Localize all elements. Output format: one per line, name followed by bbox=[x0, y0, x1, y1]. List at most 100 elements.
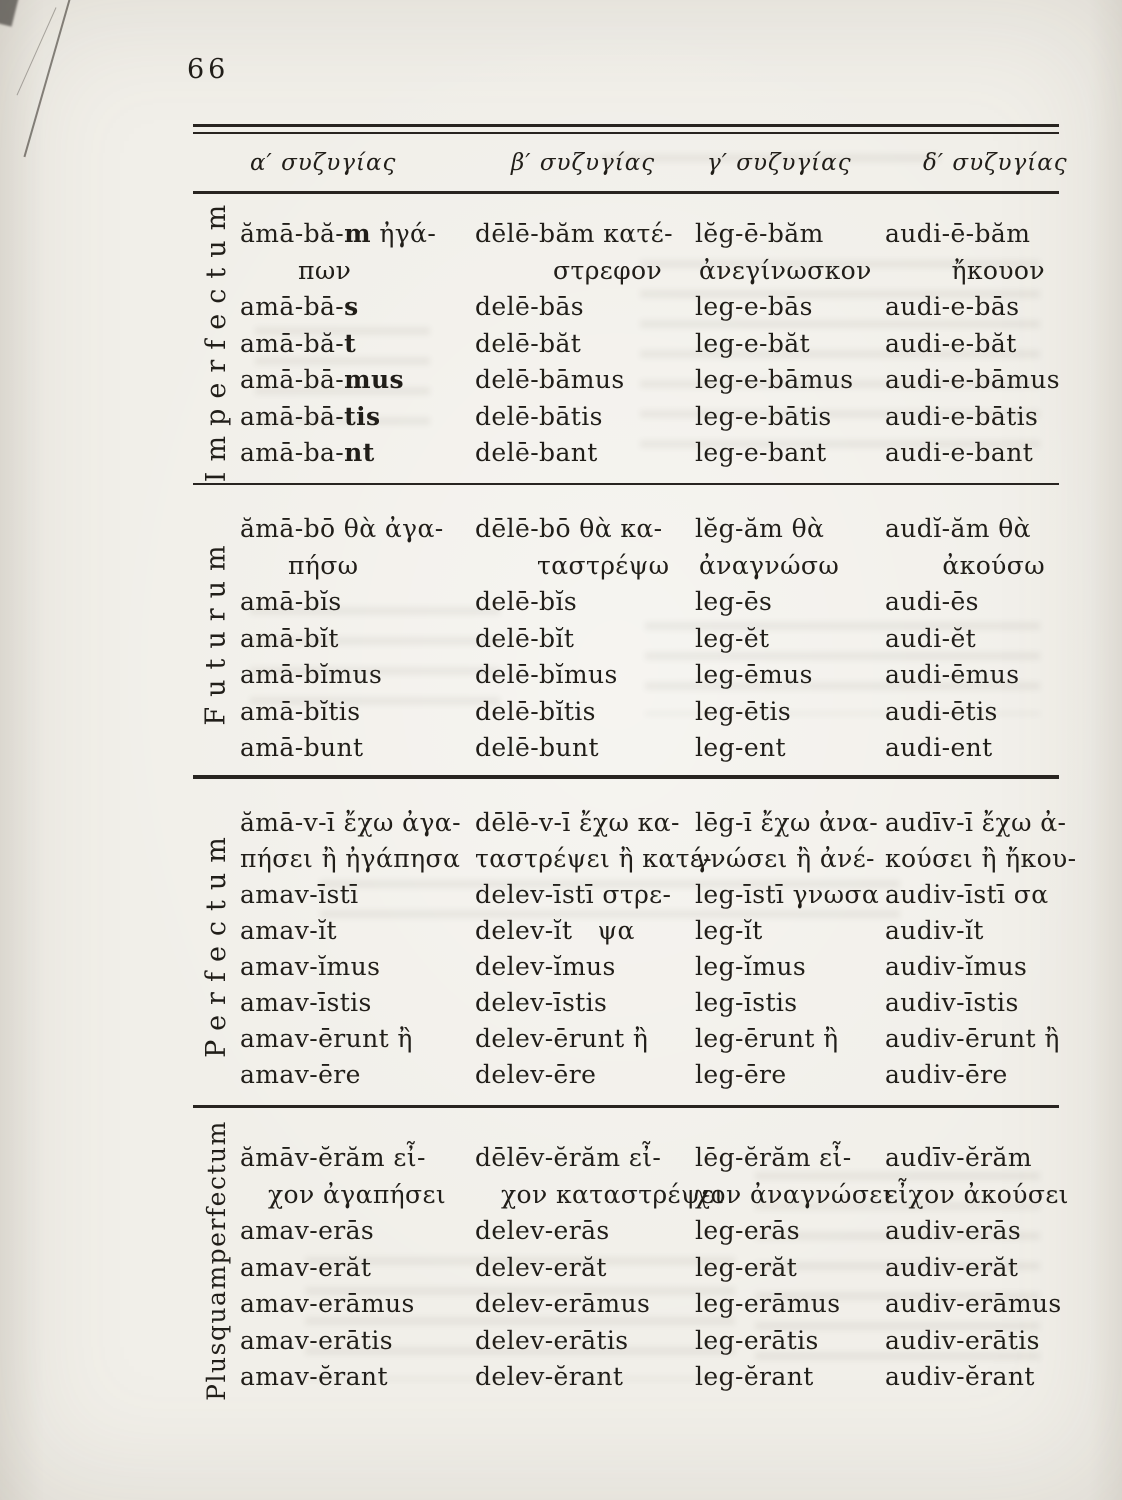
column-header: β′ συζυγίας bbox=[511, 149, 656, 176]
verb-form-line: audi-ēs bbox=[885, 587, 979, 616]
verb-form-line: amav-erāmus bbox=[240, 1289, 415, 1318]
verb-form-line: audiv-īstis bbox=[885, 988, 1019, 1017]
verb-form-cell: leg-ēs bbox=[695, 584, 885, 621]
verb-form-line: leg-ēs bbox=[695, 587, 773, 616]
verb-form-cell: dēlē-bō θὰ κα-ταστρέψω bbox=[475, 511, 695, 584]
verb-form-line: delev-erātis bbox=[475, 1325, 629, 1355]
verb-form-line: leg-ĭt bbox=[695, 916, 763, 945]
page-number: 66 bbox=[187, 54, 230, 85]
verb-form-line: audiv-erăt bbox=[885, 1252, 1019, 1282]
verb-form-cell: audi-ent bbox=[885, 730, 1061, 767]
verb-form-continuation-line: χον ἀναγνώσει bbox=[695, 1179, 893, 1209]
verb-form-line: dēlē-v-ī ἔχω κα- bbox=[475, 808, 680, 837]
verb-form-line: dēlē-bō θὰ κα- bbox=[475, 514, 663, 543]
verb-form-cell: lĕg-ē-băm ἀνεγίνωσκον bbox=[695, 216, 885, 289]
section-divider-rule bbox=[193, 775, 1059, 779]
verb-form-line: leg-erăt bbox=[695, 1252, 798, 1282]
verb-form-cell: amā-bā-s bbox=[240, 289, 475, 326]
verb-form-line: audi-ētis bbox=[885, 696, 998, 726]
verb-form-cell: amā-ba-nt bbox=[240, 435, 475, 472]
table-row: amav-īstis delev-īstis leg-īstis audiv-īsti… bbox=[240, 985, 1059, 1021]
verb-form-line: audiv-ĭt bbox=[885, 916, 984, 945]
verb-form-cell: leg-ĕrant bbox=[695, 1359, 885, 1396]
verb-form-line: lēg-ĕrăm εἶ- bbox=[695, 1143, 852, 1172]
verb-form-line: amav-erātis bbox=[240, 1325, 394, 1355]
verb-form-cell: leg-erās bbox=[695, 1213, 885, 1250]
verb-form-line: audi-e-bās bbox=[885, 292, 1020, 321]
header-divider-rule bbox=[193, 191, 1059, 194]
scan-corner-dark-mark bbox=[0, 0, 20, 27]
verb-form-line: lĕg-ē-băm bbox=[695, 219, 824, 248]
verb-form-cell: amav-erātis bbox=[240, 1323, 475, 1360]
verb-form-line: audiv-ĭmus bbox=[885, 952, 1028, 981]
verb-form-cell: audi-ēs bbox=[885, 584, 1061, 621]
verb-form-cell: leg-erātis bbox=[695, 1323, 885, 1360]
verb-form-cell: audīv-ĕrăm εἶχον ἀκούσει bbox=[885, 1140, 1069, 1213]
verb-form-cell: leg-ĕt bbox=[695, 621, 885, 658]
verb-form-cell: leg-erāmus bbox=[695, 1286, 885, 1323]
verb-form-cell: leg-ēmus bbox=[695, 657, 885, 694]
verb-form-cell: delev-ēre bbox=[475, 1057, 695, 1093]
table-row: ămā-bă-m ἠγά-πων dēlē-băm κατέ-στρεφον lĕg… bbox=[240, 216, 1059, 289]
verb-form-cell: leg-e-băt bbox=[695, 326, 885, 363]
verb-form-line: ămāv-ĕrăm εἶ- bbox=[240, 1143, 426, 1172]
table-row: amā-bĭtis delē-bĭtis leg-ētis audi-ētis bbox=[240, 694, 1059, 731]
table-row: amav-ēre delev-ēre leg-ēre audiv-ēre bbox=[240, 1057, 1059, 1093]
verb-form-cell: audiv-ĕrant bbox=[885, 1359, 1061, 1396]
verb-form-cell: delē-băt bbox=[475, 326, 695, 363]
verb-form-continuation-line: ἀκούσω bbox=[942, 550, 1045, 580]
verb-form-continuation-line: εἶχον ἀκούσει bbox=[885, 1179, 1069, 1209]
verb-form-cell: delē-bant bbox=[475, 435, 695, 472]
verb-form-cell: delev-īstī στρε- bbox=[475, 877, 695, 913]
verb-form-line: leg-ēmus bbox=[695, 660, 813, 689]
verb-form-line: amā-ba-nt bbox=[240, 438, 375, 467]
verb-form-line: delev-erăt bbox=[475, 1252, 607, 1282]
verb-form-cell: delev-ĭt ψα bbox=[475, 913, 695, 949]
verb-form-line: amā-bā-tis bbox=[240, 401, 381, 431]
scan-corner-fold-artifact bbox=[0, 0, 57, 96]
section-label: Imperfectum bbox=[201, 194, 232, 483]
verb-form-line: leg-ent bbox=[695, 733, 786, 762]
verb-form-line: delē-bĭtis bbox=[475, 696, 596, 726]
verb-form-continuation-line: ταστρέψω bbox=[537, 550, 670, 580]
verb-form-line: delev-erās bbox=[475, 1216, 610, 1245]
verb-form-cell: audi-e-bāmus bbox=[885, 362, 1061, 399]
verb-form-cell: dēlēv-ĕrăm εἶ-χον καταστρέψει bbox=[475, 1140, 724, 1213]
verb-form-cell: leg-ērunt ἢ bbox=[695, 1021, 885, 1057]
table-body: Imperfectum ămā-bă-m ἠγά-πων dēlē-băm κατέ… bbox=[193, 194, 1076, 1412]
verb-form-cell: amav-erās bbox=[240, 1213, 475, 1250]
verb-form-cell: leg-īstī γνωσα bbox=[695, 877, 885, 913]
verb-form-continuation-line: ταστρέψει ἢ κατέ- bbox=[475, 844, 713, 873]
verb-form-line: amav-ēre bbox=[240, 1060, 361, 1089]
verb-form-cell: audĭ-ăm θὰ ἀκούσω bbox=[885, 511, 1061, 584]
section-label: Plusquamperfectum bbox=[202, 1119, 231, 1401]
verb-form-cell: amav-ĭt bbox=[240, 913, 475, 949]
table-row: amav-erātis delev-erātis leg-erātis audiv-e… bbox=[240, 1323, 1059, 1360]
verb-form-line: delē-bāmus bbox=[475, 365, 625, 394]
verb-form-cell: audiv-īstis bbox=[885, 985, 1061, 1021]
verb-form-line: delē-bātis bbox=[475, 401, 603, 431]
verb-form-cell: leg-īstis bbox=[695, 985, 885, 1021]
verb-form-line: leg-īstī γνωσα bbox=[695, 880, 880, 909]
verb-form-line: amā-bĭmus bbox=[240, 660, 383, 689]
column-header: δ′ συζυγίας bbox=[923, 149, 1068, 176]
verb-form-cell: amav-īstis bbox=[240, 985, 475, 1021]
verb-form-cell: audi-e-bātis bbox=[885, 399, 1061, 436]
verb-form-line: amā-bĭtis bbox=[240, 696, 361, 726]
verb-form-cell: delē-bās bbox=[475, 289, 695, 326]
verb-form-cell: delē-bĭmus bbox=[475, 657, 695, 694]
verb-form-line: delē-bĭmus bbox=[475, 660, 618, 689]
verb-form-line: lĕg-ăm θὰ bbox=[695, 514, 825, 543]
table-row: amā-bĭt delē-bĭt leg-ĕt audi-ĕt bbox=[240, 621, 1059, 658]
table-row: amav-īstī delev-īstī στρε-leg-īstī γνωσα a… bbox=[240, 877, 1059, 913]
table-row: amav-ērunt ἢ delev-ērunt ἢ leg-ērunt ἢ audi… bbox=[240, 1021, 1059, 1057]
verb-form-line: delev-ĭt ψα bbox=[475, 916, 635, 945]
verb-form-line: delē-băt bbox=[475, 328, 582, 358]
verb-form-line: audiv-erātis bbox=[885, 1325, 1040, 1355]
verb-form-cell: delē-bāmus bbox=[475, 362, 695, 399]
verb-form-continuation-line: πήσω bbox=[288, 550, 359, 580]
verb-form-line: amav-ĕrant bbox=[240, 1362, 388, 1391]
verb-form-cell: delev-ĭmus bbox=[475, 949, 695, 985]
verb-form-cell: amā-bĭtis bbox=[240, 694, 475, 731]
